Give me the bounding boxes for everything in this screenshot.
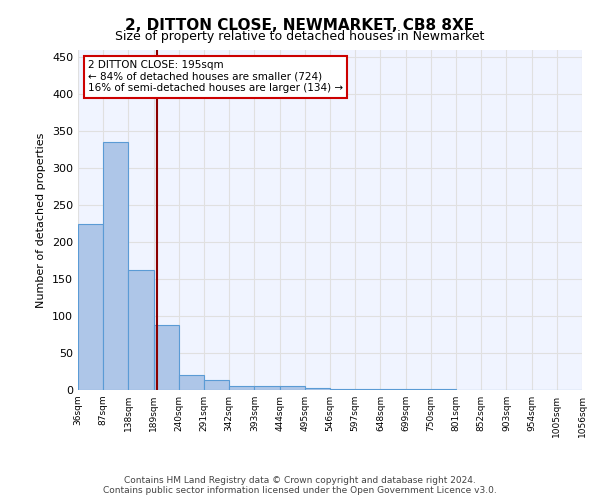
Bar: [229, 386, 254, 390]
Bar: [103, 142, 128, 390]
Bar: [179, 375, 204, 390]
Bar: [280, 386, 305, 390]
Bar: [204, 380, 229, 390]
Bar: [154, 325, 179, 390]
Bar: [305, 388, 330, 390]
Text: 2 DITTON CLOSE: 195sqm
← 84% of detached houses are smaller (724)
16% of semi-de: 2 DITTON CLOSE: 195sqm ← 84% of detached…: [88, 60, 343, 94]
Y-axis label: Number of detached properties: Number of detached properties: [37, 132, 46, 308]
Bar: [330, 388, 355, 390]
Bar: [128, 270, 154, 390]
Bar: [254, 386, 280, 390]
Bar: [78, 224, 103, 390]
Text: 2, DITTON CLOSE, NEWMARKET, CB8 8XE: 2, DITTON CLOSE, NEWMARKET, CB8 8XE: [125, 18, 475, 32]
Text: Size of property relative to detached houses in Newmarket: Size of property relative to detached ho…: [115, 30, 485, 43]
Text: Contains HM Land Registry data © Crown copyright and database right 2024.
Contai: Contains HM Land Registry data © Crown c…: [103, 476, 497, 495]
